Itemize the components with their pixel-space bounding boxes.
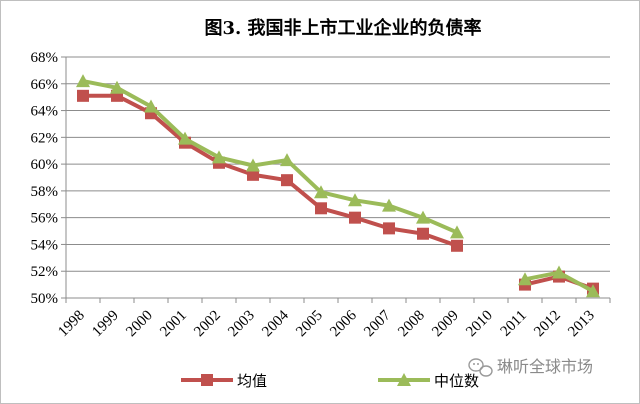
series-1	[76, 74, 600, 298]
y-tick-labels: 50% 52% 54% 56% 58% 60% 62% 64% 66% 68%	[31, 50, 59, 307]
data-point	[348, 193, 362, 207]
data-point	[77, 89, 89, 102]
series-0	[77, 89, 599, 295]
y-tick-label: 56%	[31, 211, 59, 227]
x-tick-labels: 1998 1999 2000 2001 2002 2003 2004 2005 2006 2007…	[55, 307, 598, 340]
data-point	[518, 272, 532, 286]
legend-label-mean: 均值	[237, 372, 267, 390]
data-point	[382, 198, 396, 212]
y-tick-label: 64%	[31, 104, 59, 120]
x-tick-label: 2001	[157, 308, 190, 341]
data-point	[247, 168, 259, 181]
legend-item-median: 中位数	[378, 372, 479, 390]
x-tick-label: 2000	[123, 308, 156, 341]
data-point	[314, 185, 328, 199]
data-point	[144, 99, 158, 113]
legend-marker-triangle	[397, 373, 411, 386]
data-point	[281, 174, 293, 187]
data-point	[349, 211, 361, 224]
y-tick-label: 52%	[31, 264, 59, 280]
data-point	[178, 131, 192, 145]
x-tick-label: 2003	[225, 308, 258, 341]
x-tick-label: 2009	[429, 308, 462, 341]
data-point	[212, 150, 226, 164]
watermark-text: 琳听全球市场	[497, 357, 593, 376]
legend: 均值 中位数	[181, 372, 479, 390]
axes	[65, 57, 611, 303]
data-point	[110, 80, 124, 94]
chart-title: 图3. 我国非上市工业企业的负债率	[204, 17, 481, 39]
x-tick-label: 2013	[565, 308, 598, 341]
y-tick-label: 50%	[31, 291, 59, 307]
x-tick-label: 2010	[463, 308, 496, 341]
data-point	[450, 225, 464, 239]
x-tick-label: 2011	[498, 308, 530, 340]
watermark: 琳听全球市场	[468, 357, 593, 377]
data-point	[383, 222, 395, 235]
series-line	[83, 93, 458, 248]
x-tick-label: 2005	[293, 308, 326, 341]
data-point	[417, 227, 429, 240]
x-tick-label: 2002	[191, 308, 224, 341]
x-tick-label: 2012	[531, 308, 564, 341]
data-point	[586, 284, 600, 298]
y-tick-label: 68%	[31, 50, 59, 66]
grid-lines	[61, 56, 610, 299]
series-group	[76, 74, 600, 298]
legend-label-median: 中位数	[434, 372, 479, 390]
data-point	[76, 74, 90, 88]
x-tick-label: 1998	[55, 308, 88, 341]
data-point	[246, 158, 260, 172]
series-line	[82, 79, 458, 235]
y-tick-label: 66%	[31, 77, 59, 93]
data-point	[552, 265, 566, 279]
data-point	[416, 210, 430, 224]
legend-item-mean: 均值	[181, 372, 267, 390]
x-tick-label: 2008	[395, 308, 428, 341]
x-tick-label: 2004	[259, 307, 292, 340]
y-tick-label: 58%	[31, 184, 59, 200]
legend-marker-square	[201, 374, 213, 386]
wechat-icon	[468, 358, 493, 377]
data-point	[280, 153, 294, 167]
data-point	[451, 239, 463, 252]
x-tick-label: 1999	[89, 308, 122, 341]
x-tick-label: 2007	[361, 307, 394, 340]
y-tick-label: 62%	[31, 130, 59, 146]
data-point	[315, 202, 327, 215]
x-tick-label: 2006	[327, 307, 360, 340]
y-tick-label: 54%	[31, 237, 59, 253]
y-tick-label: 60%	[31, 157, 59, 173]
